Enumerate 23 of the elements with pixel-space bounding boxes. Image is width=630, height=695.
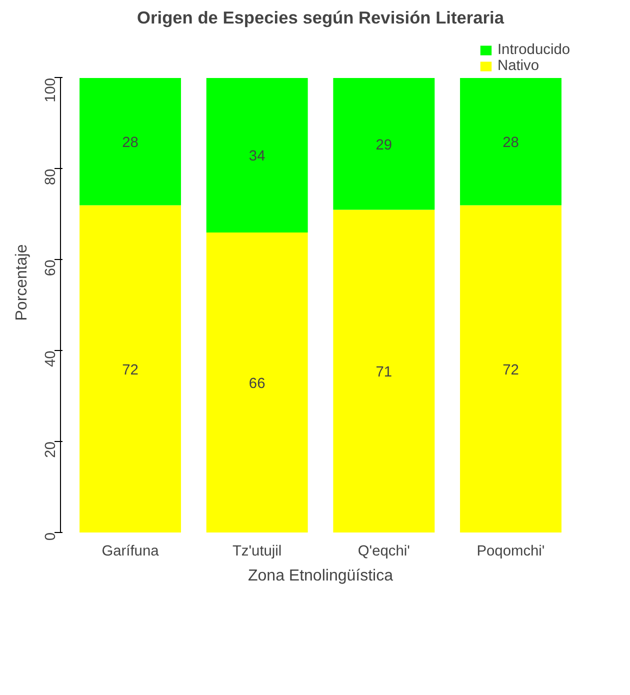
data-label: 34 — [248, 148, 266, 165]
x-tick-label: Poqomchi' — [476, 544, 545, 560]
x-tick-label: Garífuna — [102, 544, 160, 560]
x-axis-title: Zona Etnolingüística — [248, 568, 394, 584]
x-tick-label: Q'eqchi' — [358, 544, 410, 560]
legend-label: Nativo — [497, 58, 540, 74]
chart-title: Origen de Especies según Revisión Literaria — [137, 8, 504, 28]
y-tick-label: 100 — [43, 78, 59, 102]
data-label: 66 — [248, 376, 266, 392]
data-label: 71 — [376, 364, 392, 381]
y-tick-label: 80 — [43, 168, 59, 186]
data-label: 28 — [502, 135, 519, 152]
data-label: 28 — [122, 135, 138, 152]
y-axis-title: Porcentaje — [14, 244, 30, 321]
y-tick-label: 20 — [43, 442, 59, 458]
x-tick-label: Tz'utujil — [232, 544, 282, 560]
data-label: 72 — [502, 362, 519, 378]
data-label: 72 — [122, 362, 138, 378]
y-tick-label: 60 — [43, 260, 59, 276]
y-tick-label: 40 — [43, 350, 59, 367]
legend-label: Introducido — [497, 42, 570, 58]
data-label: 29 — [376, 137, 392, 154]
y-tick-label: 0 — [43, 532, 59, 541]
